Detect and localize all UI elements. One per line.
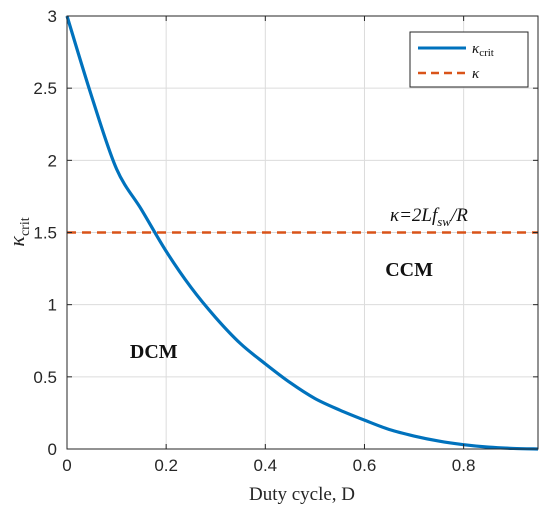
y-axis-label-sub: crit — [18, 217, 33, 236]
series-line-kappa-crit — [65, 15, 539, 451]
kappa-equation-sub: sw — [437, 214, 451, 229]
y-tick-label: 0.5 — [33, 368, 57, 387]
legend-label-kappa-crit: κcrit — [472, 41, 494, 59]
y-tick-label: 1 — [48, 296, 57, 315]
y-axis-label-main: κ — [4, 236, 29, 247]
kappa-equation-main: κ=2Lf — [390, 205, 440, 226]
x-tick-label: 0.8 — [452, 456, 476, 475]
x-tick-label: 0.4 — [253, 456, 277, 475]
x-tick-label: 0 — [62, 456, 71, 475]
legend-label-kappa-crit-main: κ — [472, 41, 480, 57]
y-tick-label: 1.5 — [33, 224, 57, 243]
y-tick-label: 3 — [48, 7, 57, 26]
annotation-layer: κ=2Lfsw/R CCM DCM — [130, 205, 468, 363]
series-layer — [65, 15, 539, 451]
tick-layer: 0 0.2 0.4 0.6 0.8 0 0.5 1 1.5 2 2.5 3 — [33, 7, 538, 475]
y-axis-label: κcrit — [4, 217, 33, 246]
legend-label-kappa-crit-sub: crit — [479, 47, 494, 59]
x-tick-label: 0.6 — [353, 456, 377, 475]
kappa-equation-tail: /R — [450, 205, 468, 226]
legend: κcrit κ — [409, 31, 529, 88]
legend-label-kappa: κ — [472, 66, 480, 82]
dcm-region-label: DCM — [130, 341, 178, 363]
kappa-equation-annotation: κ=2Lfsw/R — [390, 205, 468, 229]
x-tick-label: 0.2 — [154, 456, 178, 475]
y-tick-label: 0 — [48, 440, 57, 459]
x-axis-label: Duty cycle, D — [249, 484, 355, 505]
ccm-region-label: CCM — [385, 259, 433, 281]
y-tick-label: 2.5 — [33, 79, 57, 98]
legend-box — [409, 31, 529, 88]
y-tick-label: 2 — [48, 151, 57, 170]
